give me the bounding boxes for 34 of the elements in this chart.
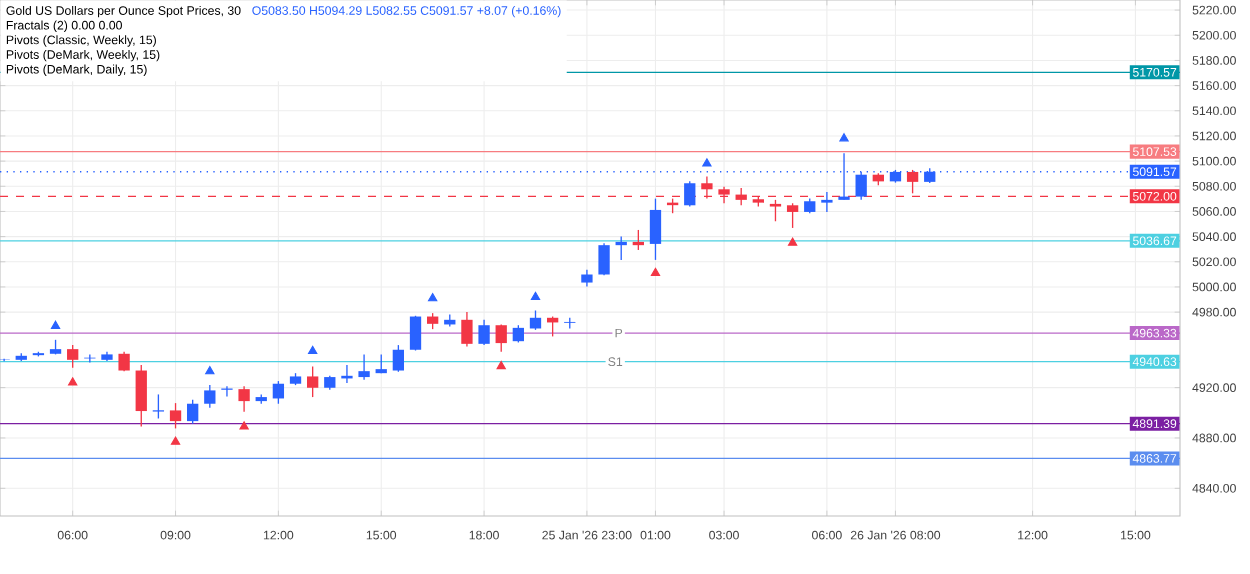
candlestick bbox=[238, 385, 250, 413]
candlestick bbox=[272, 380, 285, 405]
point bbox=[307, 345, 318, 355]
candlestick bbox=[392, 344, 405, 373]
point bbox=[839, 133, 849, 142]
candlestick bbox=[187, 399, 199, 425]
point bbox=[50, 320, 61, 329]
candlestick bbox=[169, 402, 182, 430]
point bbox=[68, 377, 78, 386]
candlestick bbox=[598, 242, 610, 276]
candlestick bbox=[478, 319, 490, 346]
candlestick bbox=[204, 384, 216, 409]
candlestick bbox=[529, 309, 542, 331]
point bbox=[427, 292, 438, 302]
candlestick bbox=[358, 353, 370, 381]
point bbox=[170, 436, 181, 445]
candlestick bbox=[821, 191, 833, 213]
candlestick bbox=[461, 311, 473, 348]
point bbox=[496, 360, 506, 370]
candlestick bbox=[786, 202, 799, 229]
point bbox=[702, 158, 712, 167]
candlestick bbox=[495, 323, 507, 353]
candlestick bbox=[67, 344, 79, 369]
candlestick bbox=[409, 315, 422, 352]
candlestick bbox=[649, 197, 662, 261]
point bbox=[530, 291, 541, 300]
point bbox=[650, 267, 661, 277]
point bbox=[239, 421, 249, 430]
point bbox=[205, 365, 215, 375]
candlestick bbox=[684, 180, 696, 208]
candlestick bbox=[307, 365, 319, 398]
candlestick bbox=[152, 393, 165, 420]
candlestick bbox=[135, 364, 147, 428]
point bbox=[787, 237, 798, 246]
